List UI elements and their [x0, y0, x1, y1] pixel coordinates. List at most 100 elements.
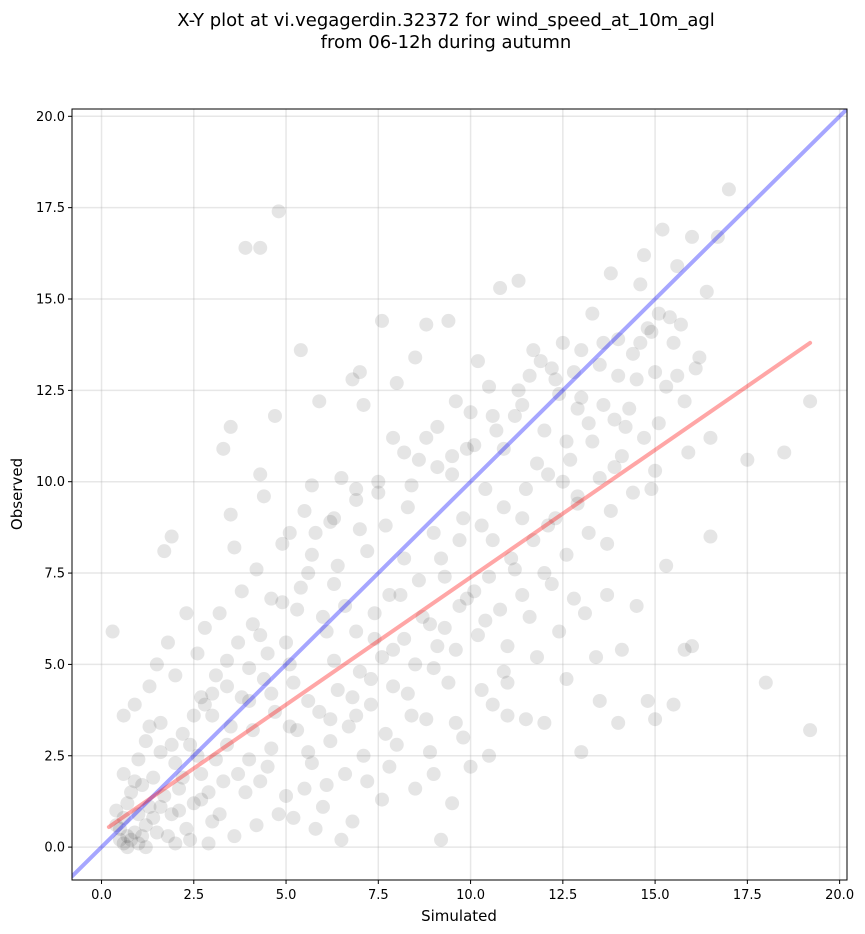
data-point: [205, 814, 220, 829]
data-point: [559, 547, 574, 562]
data-point: [323, 514, 338, 529]
data-point: [194, 690, 209, 705]
data-point: [648, 463, 663, 478]
y-tick-label: 0.0: [44, 841, 65, 856]
data-point: [179, 606, 194, 621]
data-point: [249, 818, 264, 833]
data-point: [356, 748, 371, 763]
data-point: [172, 803, 187, 818]
data-point: [249, 562, 264, 577]
data-point: [408, 350, 423, 365]
data-point: [367, 606, 382, 621]
data-point: [489, 423, 504, 438]
data-point: [312, 394, 327, 409]
data-point: [271, 807, 286, 822]
data-point: [625, 485, 640, 500]
data-point: [264, 686, 279, 701]
data-point: [352, 365, 367, 380]
data-point: [352, 664, 367, 679]
data-point: [160, 635, 175, 650]
data-point: [434, 832, 449, 847]
data-point: [279, 635, 294, 650]
data-point: [275, 536, 290, 551]
data-point: [703, 430, 718, 445]
data-point: [186, 796, 201, 811]
data-point: [375, 313, 389, 328]
data-point: [367, 631, 382, 646]
data-point: [648, 712, 663, 727]
data-point: [677, 394, 692, 409]
data-point: [231, 767, 246, 782]
x-tick-label: 0.0: [91, 888, 112, 903]
data-point: [522, 609, 537, 624]
data-point: [456, 511, 471, 526]
data-point: [172, 781, 187, 796]
data-point: [175, 726, 190, 741]
data-point: [603, 503, 618, 518]
data-point: [592, 357, 607, 372]
data-point: [183, 832, 198, 847]
data-point: [197, 620, 212, 635]
data-point: [242, 661, 257, 676]
data-point: [448, 394, 463, 409]
data-point: [434, 551, 449, 566]
data-point: [109, 818, 124, 833]
data-point: [319, 624, 334, 639]
data-point: [349, 708, 364, 723]
data-point: [149, 825, 164, 840]
y-tick-label: 20.0: [36, 110, 65, 125]
data-point: [614, 449, 629, 464]
data-point: [662, 310, 677, 325]
data-points: [105, 182, 818, 855]
data-point: [666, 335, 681, 350]
data-point: [131, 836, 146, 851]
data-point: [644, 482, 659, 497]
data-point: [375, 792, 389, 807]
data-point: [699, 284, 714, 299]
data-point: [526, 343, 541, 358]
data-point: [286, 810, 301, 825]
data-point: [459, 441, 474, 456]
data-point: [637, 248, 652, 263]
data-point: [478, 613, 493, 628]
data-point: [330, 682, 345, 697]
data-point: [142, 679, 157, 694]
data-point: [570, 496, 585, 511]
data-point: [234, 690, 249, 705]
data-point: [345, 690, 360, 705]
data-point: [120, 840, 135, 855]
data-point: [537, 423, 552, 438]
data-point: [463, 759, 478, 774]
plot-frame: [71, 108, 848, 881]
data-point: [220, 737, 234, 752]
data-point: [238, 240, 253, 255]
data-point: [411, 452, 426, 467]
data-point: [570, 401, 585, 416]
data-point: [563, 452, 578, 467]
data-point: [500, 675, 515, 690]
data-point: [208, 752, 223, 767]
data-point: [352, 522, 367, 537]
data-point: [371, 485, 386, 500]
data-point: [596, 397, 611, 412]
data-point: [105, 624, 120, 639]
data-point: [301, 693, 316, 708]
data-point: [419, 430, 434, 445]
data-point: [496, 664, 511, 679]
data-point: [603, 266, 618, 281]
data-point: [644, 324, 659, 339]
data-point: [445, 449, 460, 464]
data-point: [135, 777, 150, 792]
data-point: [157, 788, 172, 803]
data-point: [345, 814, 360, 829]
data-point: [386, 430, 401, 445]
data-point: [363, 697, 378, 712]
data-point: [589, 650, 604, 665]
data-point: [282, 525, 297, 540]
data-point: [482, 569, 497, 584]
data-point: [164, 529, 179, 544]
data-point: [685, 229, 699, 244]
data-point: [655, 222, 670, 237]
y-tick-label: 12.5: [36, 384, 65, 399]
data-point: [223, 419, 238, 434]
